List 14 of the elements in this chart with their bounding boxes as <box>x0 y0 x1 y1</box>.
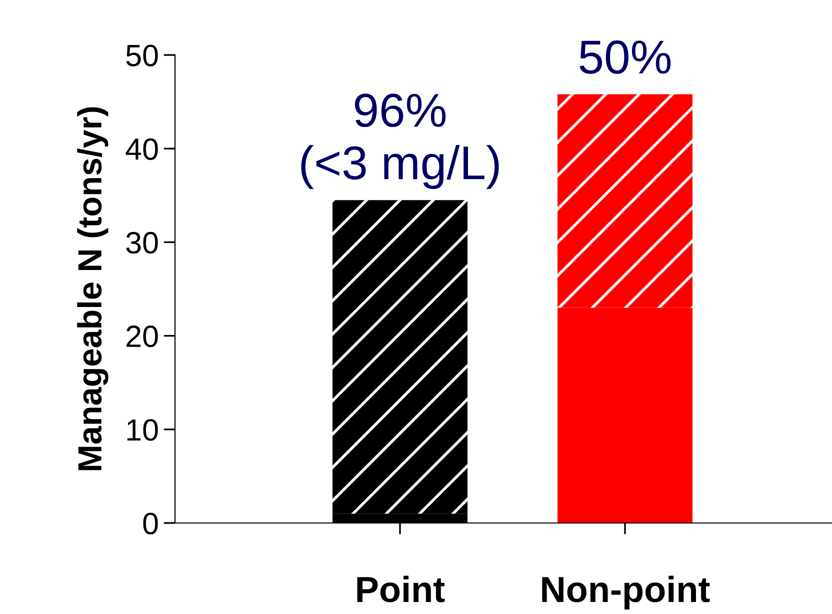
y-tick-label: 0 <box>143 512 158 534</box>
y-tick-label: 20 <box>126 326 158 348</box>
y-tick-label: 10 <box>127 419 158 441</box>
y-axis-title: Manageable N (tons/yr) <box>77 107 108 470</box>
annotation: 96% (<3 mg/L) <box>301 94 499 189</box>
bar <box>332 200 468 514</box>
x-tick-label: Non-point <box>542 576 710 610</box>
bar <box>558 308 692 523</box>
x-tick-label: Point <box>357 576 445 602</box>
y-tick-label: 30 <box>126 232 158 254</box>
annotation: 50% <box>580 40 671 74</box>
bar <box>558 94 692 308</box>
y-tick-label: 40 <box>126 138 158 160</box>
y-tick-label: 50 <box>126 44 158 66</box>
